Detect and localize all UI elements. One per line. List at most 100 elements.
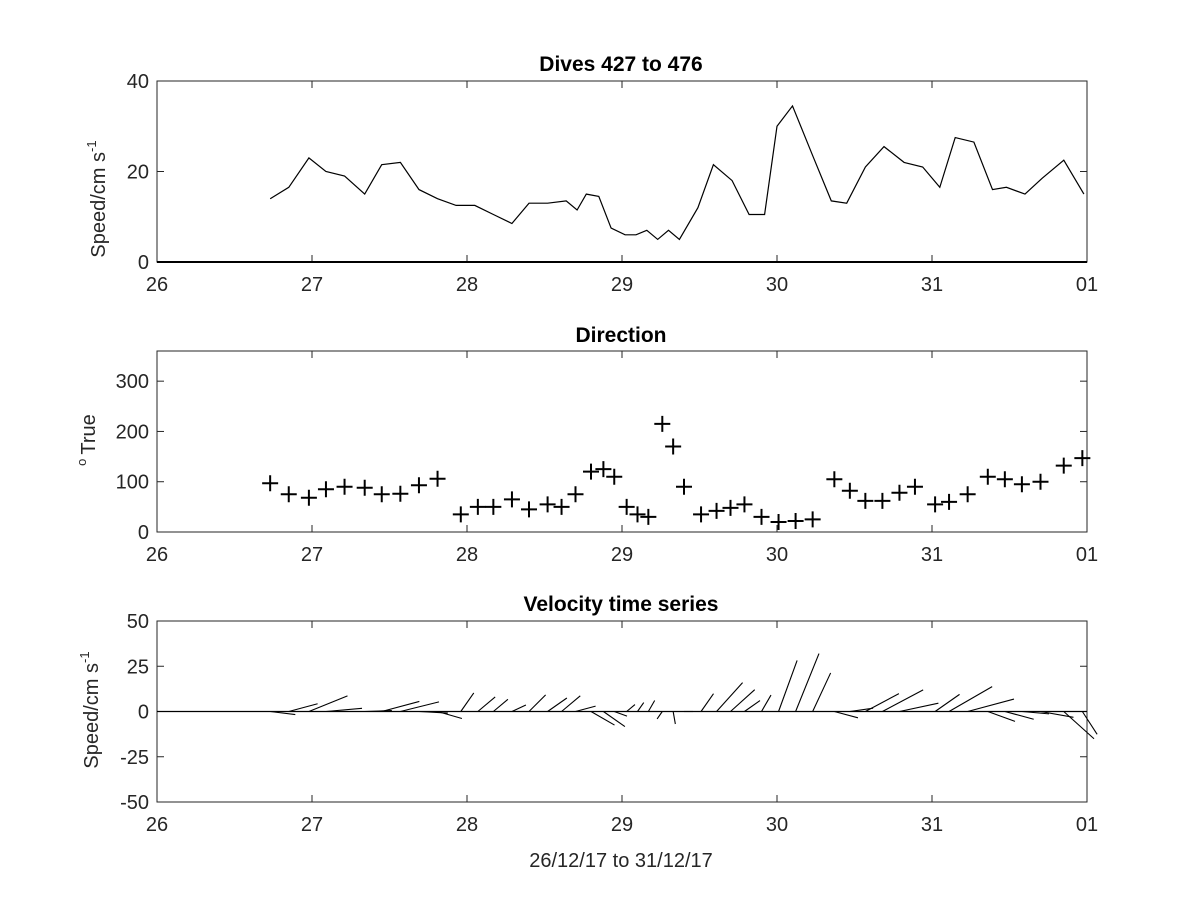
- y-tick-label: 20: [127, 162, 149, 184]
- direction-point: [640, 508, 657, 525]
- direction-point: [708, 502, 725, 519]
- velocity-stick: [400, 701, 440, 713]
- direction-point: [373, 486, 390, 503]
- direction-point: [567, 486, 584, 503]
- x-tick-label: 28: [456, 544, 478, 566]
- direction-point: [722, 499, 739, 516]
- velocity-stick: [364, 710, 392, 713]
- velocity-stick: [1063, 711, 1095, 740]
- direction-point: [979, 468, 996, 485]
- velocity-stick: [460, 692, 475, 712]
- direction-point: [857, 492, 874, 509]
- x-tick-label: 01: [1076, 814, 1098, 836]
- direction-point: [300, 489, 317, 506]
- velocity-stick: [849, 707, 874, 713]
- direction-point: [1074, 450, 1091, 467]
- y-tick-label: -25: [120, 747, 149, 769]
- velocity-panel-yticks: -50 -25 0 25 50: [120, 611, 1087, 814]
- velocity-stick: [270, 710, 296, 716]
- x-tick-label: 30: [766, 814, 788, 836]
- y-tick-label: 0: [138, 522, 149, 544]
- x-tick-label: 29: [611, 274, 633, 296]
- x-tick-label: 31: [921, 814, 943, 836]
- x-tick-label: 29: [611, 814, 633, 836]
- speed-panel-ylabel: Speed/cm s-1: [84, 140, 110, 257]
- direction-panel-ylabel: oTrue: [74, 414, 100, 466]
- direction-point: [787, 512, 804, 529]
- velocity-stick: [882, 689, 924, 712]
- velocity-stick: [934, 693, 960, 712]
- velocity-stick: [492, 698, 509, 712]
- velocity-stick: [778, 660, 798, 712]
- velocity-stick: [511, 704, 527, 712]
- velocity-stick: [647, 700, 656, 712]
- velocity-stick: [603, 711, 626, 728]
- velocity-stick: [967, 698, 1015, 713]
- velocity-panel-xlabel: 26/12/17 to 31/12/17: [529, 850, 713, 872]
- direction-point: [874, 492, 891, 509]
- speed-panel: Dives 427 to 476 Speed/cm s-1 26 27 28 29 30…: [84, 53, 1098, 296]
- velocity-stick: [1081, 711, 1098, 735]
- direction-point: [503, 491, 520, 508]
- direction-panel-title: Direction: [575, 324, 666, 347]
- x-tick-label: 28: [456, 814, 478, 836]
- velocity-stick: [590, 711, 615, 726]
- speed-panel-xticks: 26 27 28 29 30 31 01: [146, 81, 1098, 296]
- direction-point: [553, 498, 570, 515]
- velocity-stick: [437, 710, 463, 720]
- direction-point: [804, 511, 821, 528]
- velocity-stick: [561, 695, 581, 712]
- x-tick-label: 26: [146, 544, 168, 566]
- direction-point: [1013, 476, 1030, 493]
- direction-point: [676, 478, 692, 495]
- direction-point: [317, 481, 334, 498]
- direction-point: [996, 471, 1013, 488]
- direction-point: [410, 477, 427, 494]
- velocity-stick: [761, 694, 772, 712]
- y-tick-label: 100: [116, 472, 149, 494]
- y-tick-label: 50: [127, 611, 149, 633]
- velocity-stick: [672, 711, 676, 725]
- direction-point: [539, 496, 556, 513]
- direction-point: [906, 478, 923, 495]
- direction-point: [452, 506, 469, 523]
- direction-point: [583, 463, 599, 480]
- direction-point: [841, 482, 858, 499]
- direction-point: [280, 486, 297, 503]
- velocity-stick: [547, 697, 568, 712]
- velocity-stick: [1004, 710, 1034, 720]
- direction-panel: Direction oTrue 26 27 28 29 30 31 01 0 100 200 30…: [74, 324, 1098, 566]
- direction-point: [606, 468, 623, 485]
- x-tick-label: 28: [456, 274, 478, 296]
- y-tick-label: 25: [127, 656, 149, 678]
- direction-point: [941, 493, 958, 510]
- speed-panel-yticks: 0 20 40: [127, 71, 1087, 274]
- y-tick-label: 300: [116, 371, 149, 393]
- direction-point: [629, 506, 646, 523]
- y-tick-label: 40: [127, 71, 149, 93]
- x-tick-label: 29: [611, 544, 633, 566]
- direction-point: [392, 485, 409, 502]
- velocity-stick: [477, 696, 496, 712]
- direction-panel-xticks: 26 27 28 29 30 31 01: [146, 351, 1098, 566]
- velocity-panel-title: Velocity time series: [524, 593, 719, 616]
- x-tick-label: 27: [301, 814, 323, 836]
- velocity-stick: [656, 711, 663, 720]
- x-tick-label: 26: [146, 274, 168, 296]
- velocity-stick: [948, 686, 993, 712]
- direction-panel-yticks: 0 100 200 300: [116, 371, 1087, 544]
- velocity-stick: [614, 710, 628, 717]
- direction-point: [618, 498, 635, 515]
- velocity-stick: [744, 700, 761, 712]
- x-tick-label: 01: [1076, 544, 1098, 566]
- velocity-stick: [626, 704, 636, 712]
- direction-point: [736, 496, 753, 513]
- direction-point: [959, 486, 976, 503]
- y-tick-label: 0: [138, 702, 149, 724]
- direction-point: [469, 498, 486, 515]
- velocity-stick: [812, 672, 832, 712]
- x-tick-label: 30: [766, 544, 788, 566]
- velocity-stick: [899, 702, 939, 713]
